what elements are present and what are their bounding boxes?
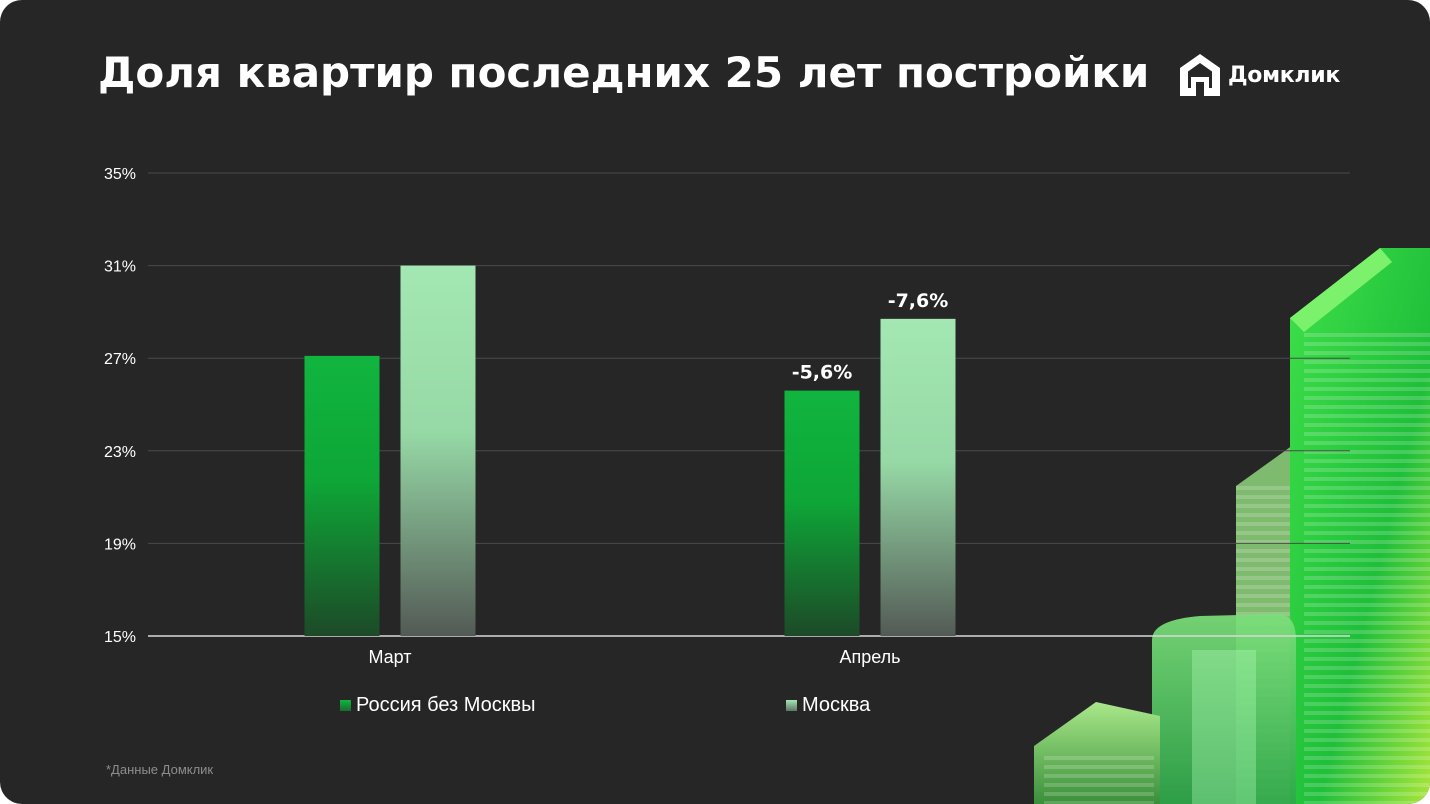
legend-label-moscow: Москва [802, 693, 871, 716]
y-tick-label: 15% [104, 629, 136, 646]
legend-item-russia: Россия без Москвы [340, 692, 536, 718]
y-tick-label: 31% [104, 259, 136, 276]
domclick-logo: Домклик [1178, 52, 1340, 98]
x-axis-tick-labels: Март Апрель [368, 647, 900, 667]
bar-annotation-label: -7,6% [888, 290, 949, 312]
chart-title: Доля квартир последних 25 лет постройки [98, 48, 1150, 97]
domclick-house-logo-icon [1180, 54, 1220, 96]
y-tick-label: 27% [104, 351, 136, 368]
bars [304, 265, 956, 636]
bar-moscow-march [400, 265, 476, 636]
footnote: *Данные Домклик [106, 762, 214, 777]
legend-swatch-russia [340, 699, 351, 711]
bar-russia-march [304, 355, 380, 636]
legend-swatch-moscow [786, 699, 797, 711]
bar-annotation-label: -5,6% [792, 362, 853, 384]
bar-russia-april [784, 390, 860, 636]
x-tick-label: Апрель [839, 647, 900, 667]
y-tick-label: 35% [104, 166, 136, 183]
bar-annotations: -5,6% -7,6% [792, 290, 949, 384]
y-tick-label: 19% [104, 536, 136, 553]
x-tick-label: Март [368, 647, 411, 667]
bar-moscow-april [880, 318, 956, 636]
legend-label-russia: Россия без Москвы [356, 693, 536, 716]
logo-text: Домклик [1228, 62, 1340, 88]
legend-item-moscow: Москва [786, 692, 870, 718]
y-axis-tick-labels: 15% 19% 23% 27% 31% 35% [104, 166, 136, 646]
y-tick-label: 23% [104, 444, 136, 461]
